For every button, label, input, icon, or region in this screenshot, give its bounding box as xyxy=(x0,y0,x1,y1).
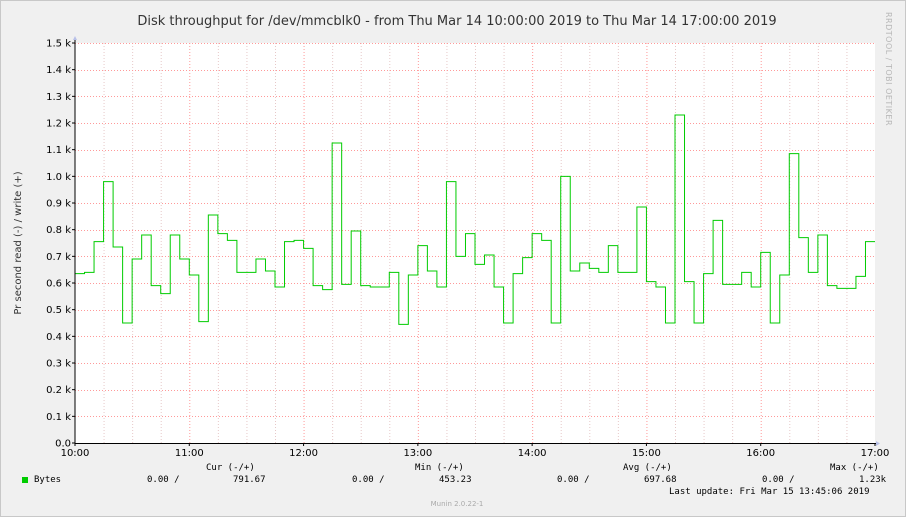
y-tick-label: 1.4 k xyxy=(46,65,71,76)
legend-avg-write: 697.68 xyxy=(644,475,677,485)
y-axis-arrow-icon xyxy=(73,36,77,40)
y-tick-label: 1.5 k xyxy=(46,39,71,50)
x-tick-label: 14:00 xyxy=(518,448,547,459)
legend-swatch-bytes xyxy=(22,477,28,483)
x-tick-label: 15:00 xyxy=(632,448,661,459)
legend-header-cur: Cur (-/+) xyxy=(206,463,255,473)
y-tick-label: 0.0 xyxy=(55,439,71,450)
y-tick-label: 0.5 k xyxy=(46,305,71,316)
y-axis-label: Pr second read (-) / write (+) xyxy=(13,171,24,314)
munin-version: Munin 2.0.22-1 xyxy=(430,500,484,508)
legend-avg-read: 0.00 / xyxy=(557,475,590,485)
last-update: Last update: Fri Mar 15 13:45:06 2019 xyxy=(669,487,870,497)
legend-max-read: 0.00 / xyxy=(762,475,795,485)
legend-cur-read: 0.00 / xyxy=(147,475,180,485)
legend-header-max: Max (-/+) xyxy=(830,463,879,473)
legend-header-min: Min (-/+) xyxy=(415,463,464,473)
y-tick-label: 0.3 k xyxy=(46,359,71,370)
rrdtool-credit: RRDTOOL / TOBI OETIKER xyxy=(884,12,893,127)
legend-min-write: 453.23 xyxy=(439,475,472,485)
x-tick-label: 17:00 xyxy=(861,448,890,459)
x-tick-label: 13:00 xyxy=(403,448,432,459)
legend-min-read: 0.00 / xyxy=(352,475,385,485)
chart-title: Disk throughput for /dev/mmcblk0 - from … xyxy=(137,14,777,29)
legend-cur-write: 791.67 xyxy=(233,475,266,485)
y-tick-label: 0.1 k xyxy=(46,412,71,423)
y-tick-label: 0.8 k xyxy=(46,225,71,236)
y-tick-label: 1.1 k xyxy=(46,145,71,156)
x-tick-label: 16:00 xyxy=(746,448,775,459)
legend-header-avg: Avg (-/+) xyxy=(623,463,672,473)
y-tick-label: 1.3 k xyxy=(46,92,71,103)
x-tick-label: 12:00 xyxy=(289,448,318,459)
legend-series-bytes: Bytes xyxy=(34,475,62,485)
y-tick-label: 1.2 k xyxy=(46,119,71,130)
y-tick-label: 0.7 k xyxy=(46,252,71,263)
y-tick-label: 1.0 k xyxy=(46,172,71,183)
y-tick-label: 0.6 k xyxy=(46,279,71,290)
x-tick-label: 11:00 xyxy=(175,448,204,459)
series-line-bytes xyxy=(75,114,875,325)
y-tick-label: 0.2 k xyxy=(46,385,71,396)
y-tick-label: 0.9 k xyxy=(46,199,71,210)
x-axis-arrow-icon xyxy=(876,441,880,446)
legend-max-write: 1.23k xyxy=(859,475,887,485)
y-tick-label: 0.4 k xyxy=(46,332,71,343)
x-tick-label: 10:00 xyxy=(61,448,90,459)
